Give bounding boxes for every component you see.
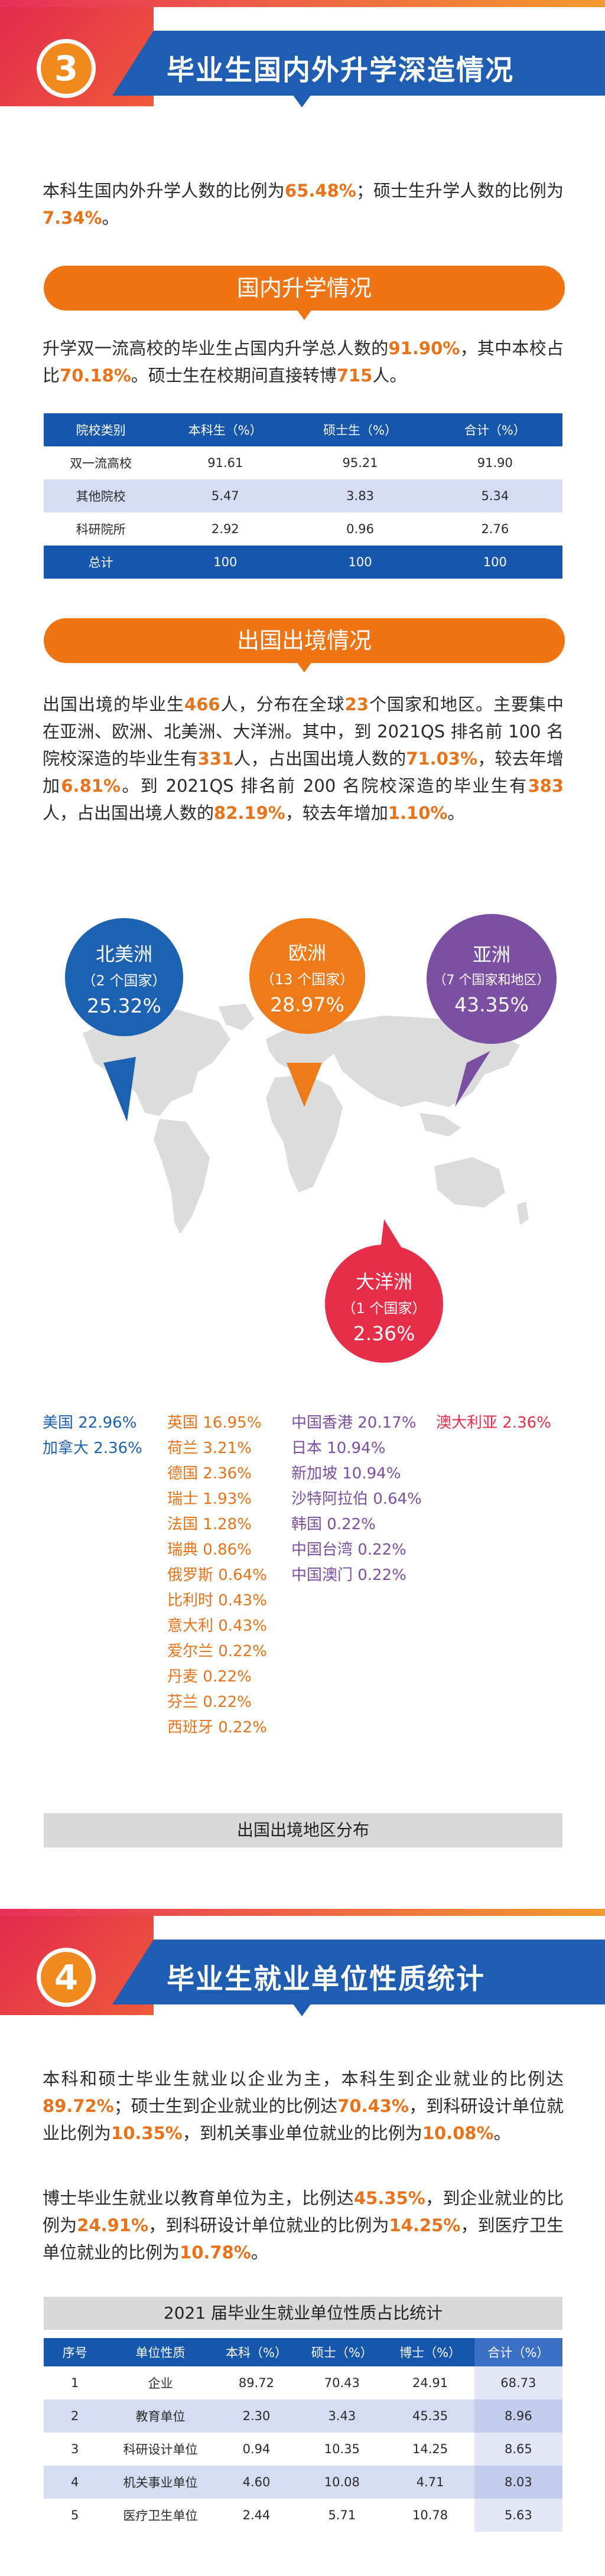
employment-table-title: 2021 届毕业生就业单位性质占比统计 (44, 2297, 562, 2330)
section4-banner: 4 毕业生就业单位性质统计 (0, 1909, 605, 2016)
world-map (83, 1004, 529, 1234)
list-item: 加拿大 2.36% (43, 1439, 142, 1457)
table-header-row: 序号 单位性质 本科（%） 硕士（%） 博士（%） 合计（%） (44, 2338, 562, 2366)
domestic-table: 院校类别 本科生（%） 硕士生（%） 合计（%） 双一流高校 91.61 95.21… (44, 413, 562, 579)
list-item: 俄罗斯 0.64% (167, 1566, 267, 1584)
list-item: 爱尔兰 0.22% (167, 1643, 267, 1660)
table-row: 4 机关事业单位 4.60 10.08 4.71 8.03 (44, 2466, 562, 2499)
abroad-heading: 出国出境情况 (44, 618, 565, 672)
table-row: 双一流高校 91.61 95.21 91.90 (44, 446, 562, 479)
list-item: 英国 16.95% (167, 1414, 262, 1432)
table-header-row: 院校类别 本科生（%） 硕士生（%） 合计（%） (44, 413, 562, 446)
bubble-oceania: 大洋洲 （1 个国家） 2.36% (325, 1245, 443, 1363)
list-item: 比利时 0.43% (167, 1592, 267, 1609)
section3-title: 毕业生国内外升学深造情况 (167, 54, 514, 87)
list-item: 澳大利亚 2.36% (436, 1414, 551, 1432)
list-item: 美国 22.96% (43, 1414, 137, 1432)
list-item: 西班牙 0.22% (167, 1719, 267, 1736)
table-row: 科研院所 2.92 0.96 2.76 (44, 512, 562, 546)
employment-table: 序号 单位性质 本科（%） 硕士（%） 博士（%） 合计（%） 1 企业 89.72… (44, 2338, 562, 2532)
list-item: 中国香港 20.17% (291, 1414, 417, 1432)
section4-title: 毕业生就业单位性质统计 (167, 1963, 485, 1996)
list-item: 瑞典 0.86% (167, 1541, 252, 1559)
bubble-asia: 亚洲 （7 个国家和地区） 43.35% (427, 914, 557, 1044)
table-total-row: 总计 100 100 100 (44, 546, 562, 579)
list-item: 芬兰 0.22% (167, 1693, 252, 1711)
section3-number: 3 (37, 39, 96, 98)
list-item: 意大利 0.43% (167, 1617, 267, 1635)
bubble-north-america: 北美洲 （2 个国家） 25.32% (65, 918, 183, 1036)
list-item: 丹麦 0.22% (167, 1668, 252, 1686)
country-list-north-america: 美国 22.96% 加拿大 2.36% (43, 1411, 142, 1461)
country-list-oceania: 澳大利亚 2.36% (436, 1411, 551, 1436)
list-item: 中国台湾 0.22% (291, 1541, 406, 1559)
list-item: 沙特阿拉伯 0.64% (291, 1490, 422, 1508)
country-list-asia: 中国香港 20.17% 日本 10.94% 新加坡 10.94% 沙特阿拉伯 0… (291, 1411, 422, 1588)
list-item: 法国 1.28% (167, 1516, 252, 1533)
table-row: 1 企业 89.72 70.43 24.91 68.73 (44, 2366, 562, 2399)
domestic-paragraph: 升学双一流高校的毕业生占国内升学总人数的91.90%，其中本校占比70.18%。… (43, 338, 564, 386)
domestic-heading: 国内升学情况 (44, 266, 565, 320)
map-caption: 出国出境地区分布 (44, 1813, 562, 1847)
bubble-europe: 欧洲 （13 个国家） 28.97% (249, 918, 365, 1034)
list-item: 瑞士 1.93% (167, 1490, 252, 1508)
section4-paragraph-2: 博士毕业生就业以教育单位为主，比例达45.35%，到企业就业的比例为24.91%… (43, 2188, 564, 2262)
table-row: 2 教育单位 2.30 3.43 45.35 8.96 (44, 2399, 562, 2433)
table-row: 3 科研设计单位 0.94 10.35 14.25 8.65 (44, 2433, 562, 2466)
list-item: 韩国 0.22% (291, 1516, 376, 1533)
list-item: 荷兰 3.21% (167, 1439, 252, 1457)
list-item: 中国澳门 0.22% (291, 1566, 406, 1584)
list-item: 日本 10.94% (291, 1439, 386, 1457)
section3-intro: 本科生国内外升学人数的比例为65.48%；硕士生升学人数的比例为7.34%。 (43, 181, 564, 228)
section3-banner: 3 毕业生国内外升学深造情况 (0, 0, 605, 107)
table-row: 5 医疗卫生单位 2.44 5.71 10.78 5.63 (44, 2499, 562, 2532)
abroad-paragraph: 出国出境的毕业生466人，分布在全球23个国家和地区。主要集中在亚洲、欧洲、北美… (43, 694, 564, 823)
list-item: 新加坡 10.94% (291, 1465, 401, 1483)
table-row: 其他院校 5.47 3.83 5.34 (44, 479, 562, 512)
section4-paragraph-1: 本科和硕士毕业生就业以企业为主，本科生到企业就业的比例达89.72%；硕士生到企… (43, 2069, 564, 2143)
list-item: 德国 2.36% (167, 1465, 252, 1483)
section4-number: 4 (37, 1948, 96, 2007)
country-list-europe: 英国 16.95% 荷兰 3.21% 德国 2.36% 瑞士 1.93% 法国 … (167, 1411, 267, 1741)
